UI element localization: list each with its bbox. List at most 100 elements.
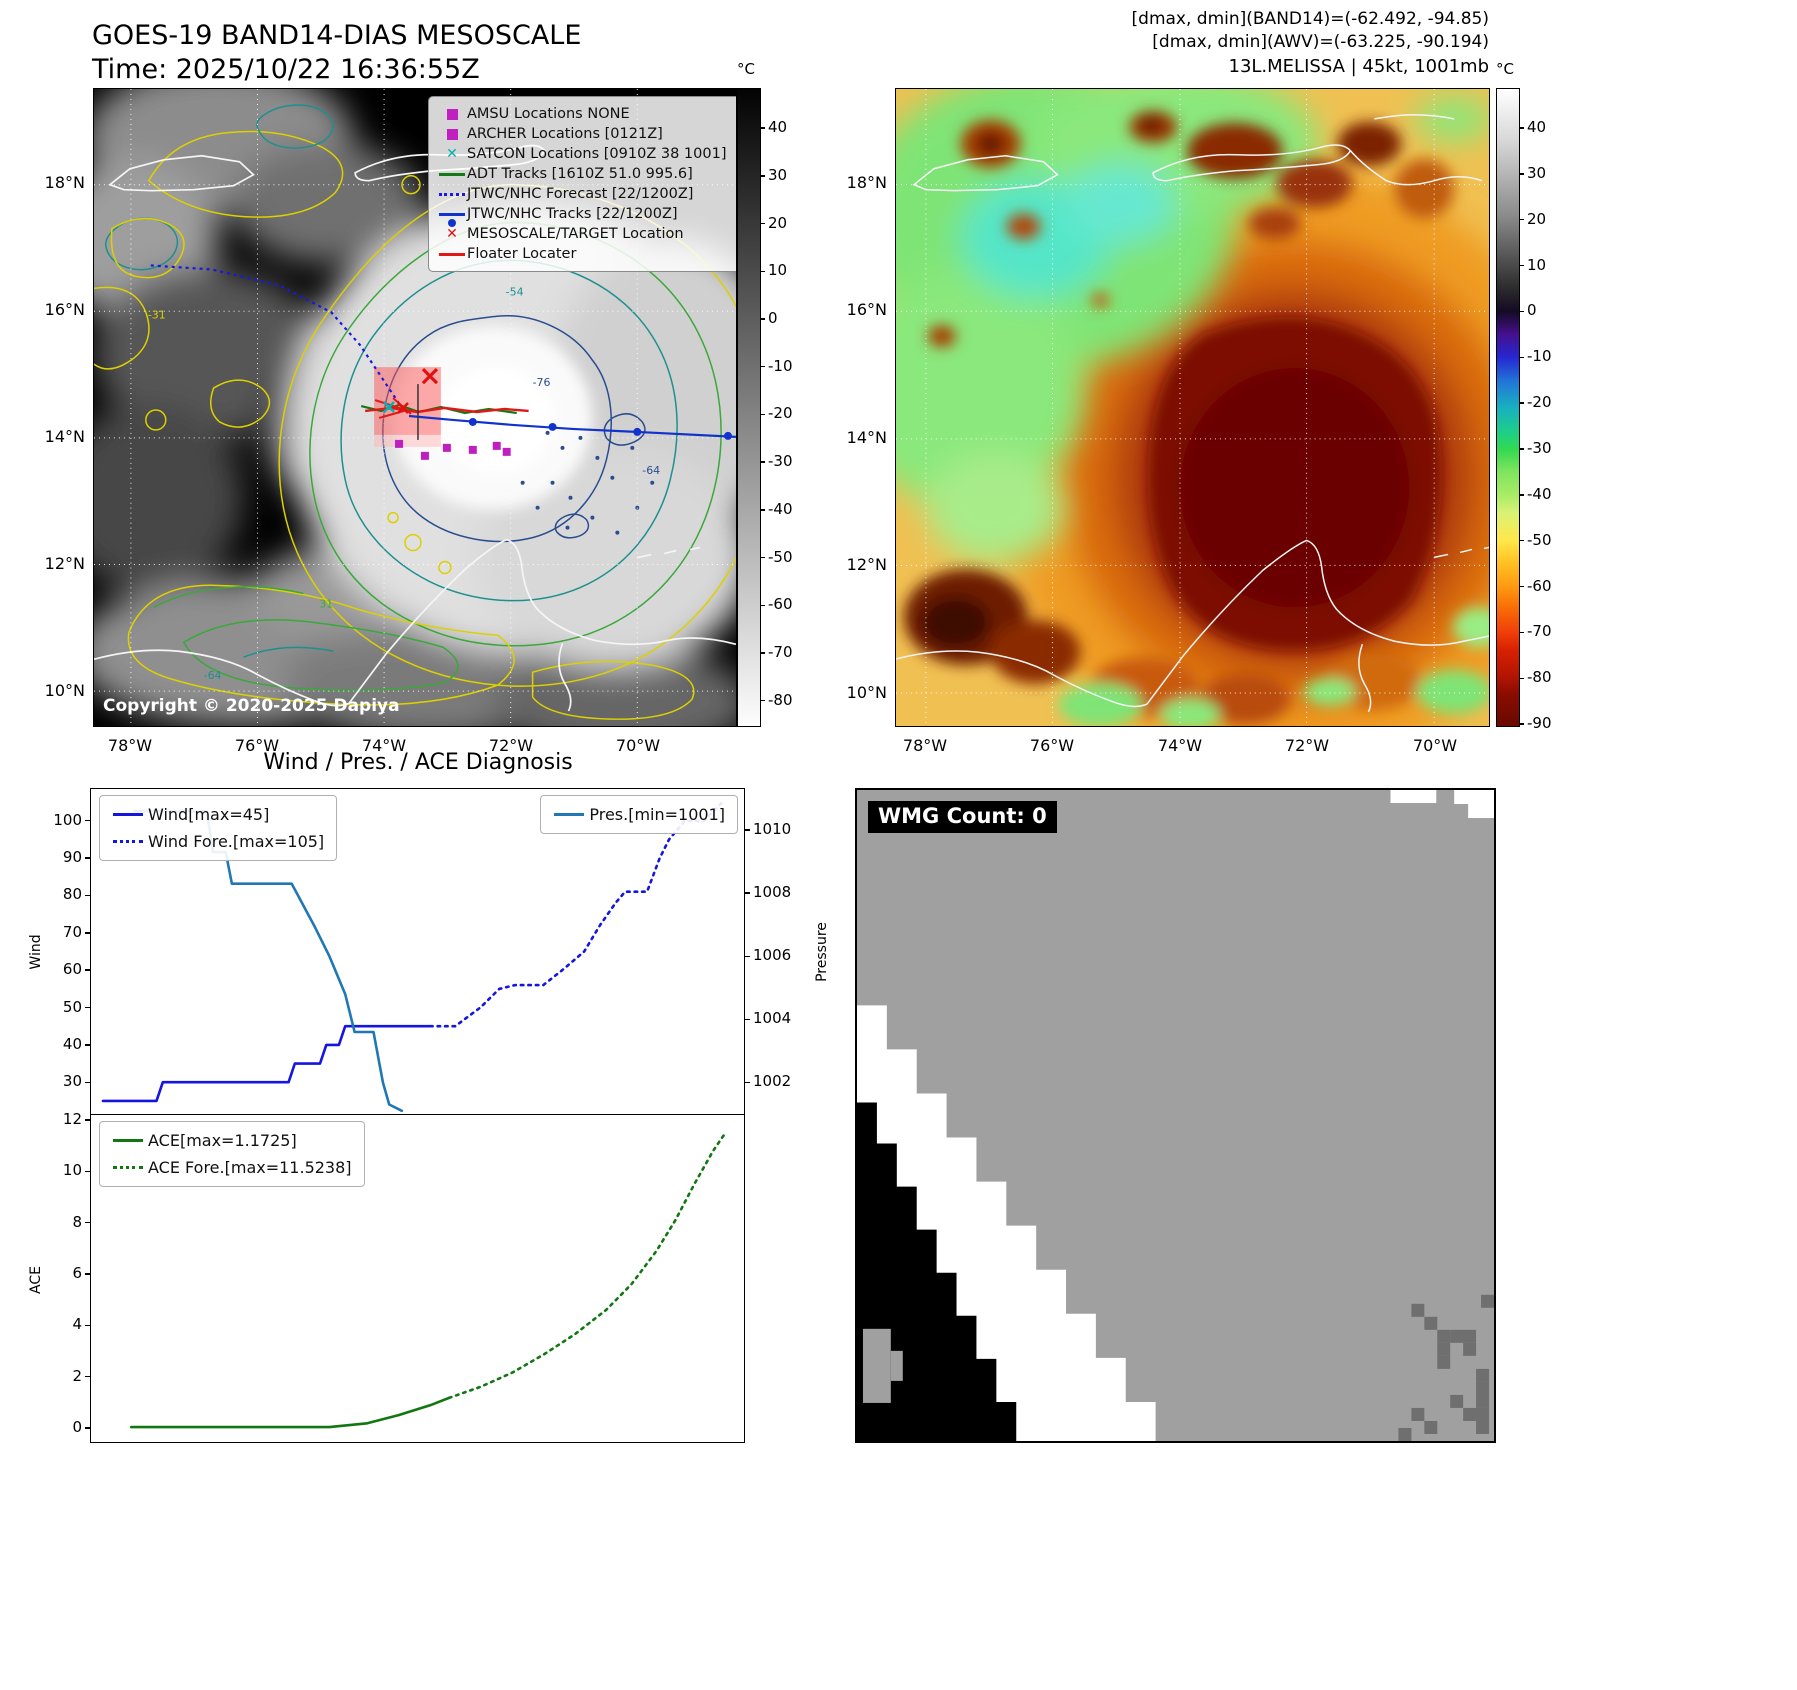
- colorbar-unit: °C: [737, 60, 755, 78]
- storm-core: [393, 326, 593, 510]
- y-axis-tick: [85, 1324, 91, 1326]
- lat-tick-label: 18°N: [846, 173, 887, 192]
- floater-line-icon: [437, 252, 467, 256]
- legend-item-floater: Floater Locater: [437, 244, 735, 264]
- lat-tick-label: 12°N: [44, 554, 85, 573]
- colorbar-tick: [1519, 173, 1524, 175]
- colorbar-tick: [760, 222, 765, 225]
- pressure-axis-label: Pressure: [814, 922, 830, 982]
- y2-axis-tick: [744, 955, 750, 957]
- copyright-watermark: Copyright © 2020-2025 Dapiya: [103, 696, 400, 716]
- y-axis-tick-label: 70: [62, 922, 82, 941]
- forecast-track: [150, 264, 405, 412]
- awv-colorbar: 40 30 20 10 0 -10 -20 -30 -40 -50 -60 -70 -80 -90: [1496, 88, 1552, 732]
- colorbar-tick: [1519, 677, 1524, 679]
- series-wind-fore-: [428, 800, 724, 1028]
- y2-axis-tick-label: 1002: [753, 1072, 792, 1091]
- y-axis-tick-label: 50: [62, 997, 82, 1016]
- colorbar-tick-label: -40: [1527, 484, 1552, 503]
- mesoscale-x-icon: ✕: [446, 226, 458, 242]
- lat-tick-label: 14°N: [846, 428, 887, 447]
- cloud-field: [94, 89, 736, 726]
- lon-tick-label: 78°W: [107, 736, 153, 755]
- legend-item-pressure: Pres.[min=1001]: [549, 801, 725, 828]
- colorbar-tick: [1519, 631, 1524, 634]
- wmg-white-notches: [1390, 790, 1494, 819]
- colorbar-tick: [1519, 356, 1524, 358]
- legend-item-wind: Wind[max=45]: [108, 801, 324, 828]
- y-axis-tick-label: 2: [72, 1366, 82, 1385]
- band14-map-panel: -54 -76 -64 -64 31 -31 AMSU Locations NONE AR…: [45, 88, 737, 755]
- y-axis-tick: [85, 969, 91, 971]
- colorbar-tick: [1519, 127, 1524, 129]
- colorbar-tick: [1519, 494, 1524, 496]
- legend-item-tracks: JTWC/NHC Tracks [22/1200Z]: [437, 204, 735, 227]
- colorbar-tick-label: -40: [768, 499, 793, 518]
- lon-tick-label: 70°W: [1412, 736, 1458, 755]
- contour-label: -76: [533, 376, 551, 389]
- colorbar-tick-label: 20: [1527, 209, 1547, 228]
- lon-tick-label: 72°W: [488, 736, 534, 755]
- y-axis-tick-label: 40: [62, 1034, 82, 1053]
- colorbar-tick-label: -10: [1527, 347, 1552, 366]
- legend-item-wind-forecast: Wind Fore.[max=105]: [108, 828, 324, 855]
- ir-contours: [94, 104, 736, 720]
- pressure-legend: Pres.[min=1001]: [540, 795, 738, 834]
- y-axis-tick: [85, 1273, 91, 1275]
- dmax-dmin-awv: [dmax, dmin](AWV)=(-63.225, -90.194): [1152, 32, 1489, 52]
- colorbar-tick: [760, 366, 765, 368]
- y2-axis-tick: [744, 1018, 750, 1021]
- colorbar-tick-label: 10: [1527, 255, 1547, 274]
- contour-label: -64: [642, 464, 660, 477]
- colorbar-tick-label: 0: [768, 308, 778, 327]
- lat-tick-label: 14°N: [44, 427, 85, 446]
- wind-legend: Wind[max=45] Wind Fore.[max=105]: [99, 795, 338, 861]
- lat-tick-label: 10°N: [846, 683, 887, 702]
- adt-line-icon: [437, 172, 467, 176]
- y-axis-tick-label: 60: [62, 960, 82, 979]
- legend-item-amsu: AMSU Locations NONE: [437, 104, 735, 124]
- y-axis-tick: [85, 1170, 91, 1173]
- colorbar-tick: [760, 270, 765, 272]
- lat-tick-label: 16°N: [846, 300, 887, 319]
- y-axis-tick: [85, 894, 91, 897]
- colorbar-tick-label: 40: [1527, 117, 1547, 136]
- colorbar-tick: [760, 318, 765, 320]
- colorbar-tick-label: -30: [1527, 439, 1552, 457]
- awv-map-panel: 18°N 16°N 14°N 12°N 10°N 78°W 76°W 74°W 72°W 70°W: [847, 88, 1490, 755]
- wind-axis-label: Wind: [28, 934, 44, 970]
- ace-forecast-dotted-icon: [108, 1166, 148, 1169]
- legend-item-archer: ARCHER Locations [0121Z]: [437, 124, 735, 144]
- y-axis-tick: [85, 1006, 91, 1009]
- awv-header: [dmax, dmin](BAND14)=(-62.492, -94.85) […: [900, 8, 1489, 78]
- colorbar-unit: °C: [1496, 60, 1514, 78]
- lon-tick-label: 74°W: [361, 736, 407, 755]
- lon-tick-label: 72°W: [1284, 736, 1330, 755]
- contour-label: -54: [506, 285, 524, 298]
- y-axis-tick-label: 30: [62, 1072, 82, 1091]
- colorbar-tick: [1519, 402, 1524, 404]
- legend-item-ace-forecast: ACE Fore.[max=11.5238]: [108, 1154, 352, 1181]
- colorbar-tick: [1519, 448, 1524, 450]
- colorbar-tick-label: -70: [1527, 622, 1552, 641]
- y2-axis-tick: [744, 1081, 750, 1084]
- wmg-dark-cells: [1398, 1294, 1494, 1441]
- colorbar-tick: [760, 652, 765, 654]
- colorbar-tick-label: -30: [768, 452, 793, 471]
- y-axis-tick: [85, 1427, 91, 1429]
- y-axis-tick-label: 10: [62, 1161, 82, 1180]
- colorbar-tick: [760, 413, 765, 416]
- y-axis-tick-label: 6: [72, 1264, 82, 1282]
- colorbar-tick-label: -90: [1527, 714, 1552, 733]
- y2-axis-tick-label: 1004: [753, 1009, 792, 1028]
- contour-label: -31: [148, 308, 166, 321]
- band14-colorbar: 40 30 20 10 0 -10 -20 -30 -40 -50 -60 -70 -80: [737, 88, 793, 727]
- colorbar-tick-label: -60: [1527, 576, 1552, 595]
- y-axis-tick: [85, 1081, 91, 1083]
- colorbar-tick: [760, 461, 765, 463]
- y-axis-tick: [85, 1044, 91, 1046]
- wind-forecast-dotted-icon: [108, 840, 148, 843]
- wmg-mask-image: [857, 790, 1494, 1441]
- target-x-small: [397, 402, 409, 414]
